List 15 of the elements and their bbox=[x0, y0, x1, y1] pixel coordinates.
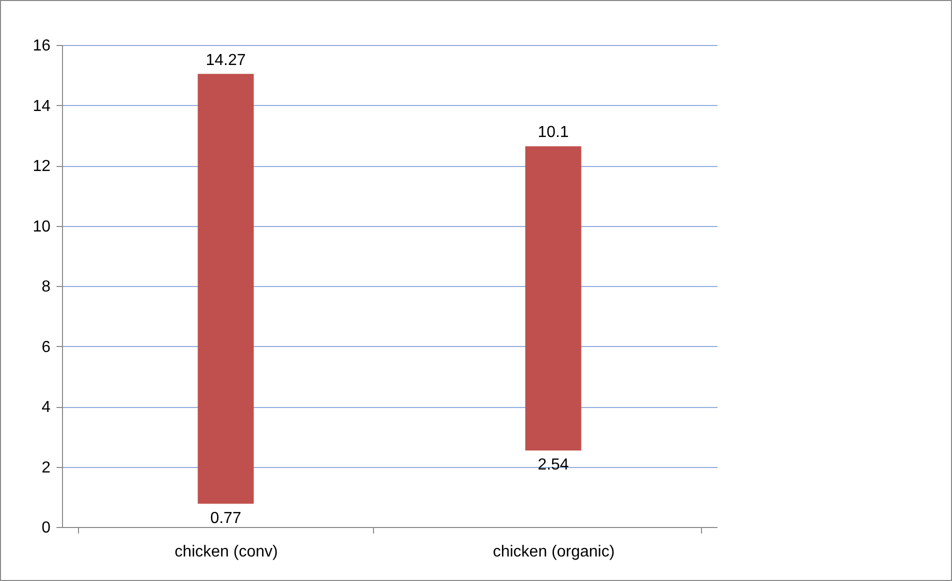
y-tick-label: 2 bbox=[42, 459, 51, 476]
y-tick-label: 8 bbox=[42, 278, 51, 296]
y-tick-label: 0 bbox=[42, 520, 51, 536]
annotation: 0.77 bbox=[210, 510, 242, 527]
y-tick-label: 4 bbox=[42, 399, 51, 416]
y-tick-label: 10 bbox=[32, 218, 51, 236]
x-tick-label: chicken (conv) bbox=[174, 544, 278, 560]
y-tick-label: 16 bbox=[32, 38, 51, 54]
y-tick-label: 12 bbox=[32, 158, 51, 175]
data-label: 10.1 bbox=[538, 124, 569, 142]
annotation: 2.54 bbox=[538, 456, 569, 474]
y-tick-label: 6 bbox=[42, 338, 51, 356]
y-tick-label: 14 bbox=[32, 98, 51, 115]
x-tick-label: chicken (organic) bbox=[492, 544, 615, 560]
data-label: 14.27 bbox=[206, 52, 246, 69]
